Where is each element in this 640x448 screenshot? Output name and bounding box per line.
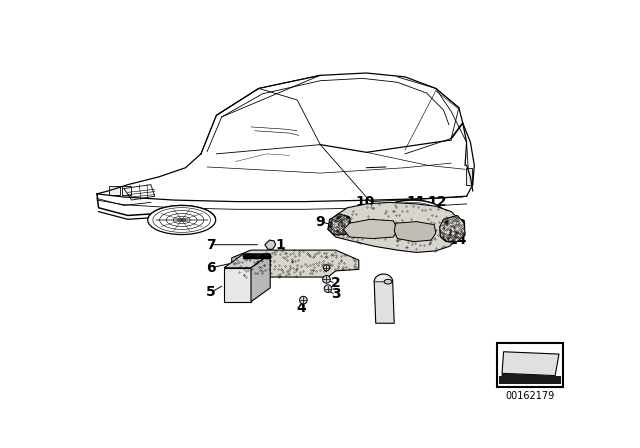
Text: 6: 6 [206,261,216,275]
Text: 14: 14 [447,233,467,247]
Polygon shape [328,214,351,235]
Polygon shape [394,222,436,241]
Circle shape [323,276,330,283]
Text: 00162179: 00162179 [506,392,555,401]
FancyBboxPatch shape [109,186,120,195]
FancyBboxPatch shape [466,168,472,185]
Polygon shape [232,250,359,277]
Text: 8: 8 [305,261,314,275]
FancyBboxPatch shape [122,186,131,195]
FancyBboxPatch shape [497,343,563,387]
Polygon shape [243,254,270,258]
Circle shape [300,296,307,304]
Text: 12: 12 [428,195,447,209]
Text: 13: 13 [447,218,467,232]
Polygon shape [440,215,465,241]
Polygon shape [224,268,251,302]
Polygon shape [251,254,270,302]
Polygon shape [501,373,555,378]
Text: 5: 5 [206,285,216,299]
Circle shape [324,285,332,293]
Text: 7: 7 [206,238,216,252]
Polygon shape [374,282,394,323]
Text: 10: 10 [355,195,374,209]
Text: 3: 3 [331,287,340,301]
Text: 15: 15 [372,292,392,306]
Text: 1: 1 [275,238,285,252]
Text: 2: 2 [331,276,340,290]
FancyBboxPatch shape [499,376,561,384]
Ellipse shape [384,280,392,284]
Polygon shape [502,352,559,375]
Polygon shape [328,202,460,252]
Text: 4: 4 [296,301,306,315]
Circle shape [323,265,330,271]
Ellipse shape [380,200,445,229]
Polygon shape [265,240,276,250]
Polygon shape [224,254,270,268]
Text: 11: 11 [407,195,426,209]
Polygon shape [344,220,397,238]
Ellipse shape [148,206,216,235]
Text: 9: 9 [316,215,325,228]
